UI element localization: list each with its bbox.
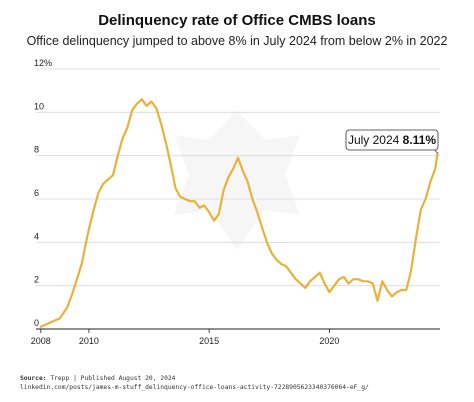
y-tick-label: 4 [34,231,39,241]
x-tick-label: 2010 [79,336,99,346]
watermark-shape [174,110,300,250]
x-tick-label: 2008 [31,336,51,346]
annotation-connector [434,149,438,154]
chart-subtitle: Office delinquency jumped to above 8% in… [26,34,448,48]
annotation-box [345,129,439,151]
y-tick-label: 12% [34,58,52,68]
y-tick-label: 2 [34,275,39,285]
footer: Source: Trepp | Published August 20, 202… [20,374,369,392]
y-tick-label: 0 [34,318,39,328]
annotation-value: 8.11% [403,133,437,147]
y-tick-label: 6 [34,188,39,198]
source-line: Source: Trepp | Published August 20, 202… [20,374,369,383]
source-link[interactable]: linkedin.com/posts/james-m-stuff_delinqu… [20,384,369,391]
y-tick-label: 10 [34,101,44,111]
x-tick-label: 2015 [199,336,219,346]
source-label: Source: [20,375,47,382]
annotation-label: July 2024 8.11% [348,133,436,147]
series-line-0 [39,98,439,328]
source-text: Trepp | Published August 20, 2024 [50,375,176,382]
annotation-date: July 2024 [348,133,403,147]
watermark-logo [174,110,300,250]
chart-title: Delinquency rate of Office CMBS loans [98,12,376,29]
y-tick-label: 8 [34,145,39,155]
x-tick-label: 2020 [319,336,339,346]
